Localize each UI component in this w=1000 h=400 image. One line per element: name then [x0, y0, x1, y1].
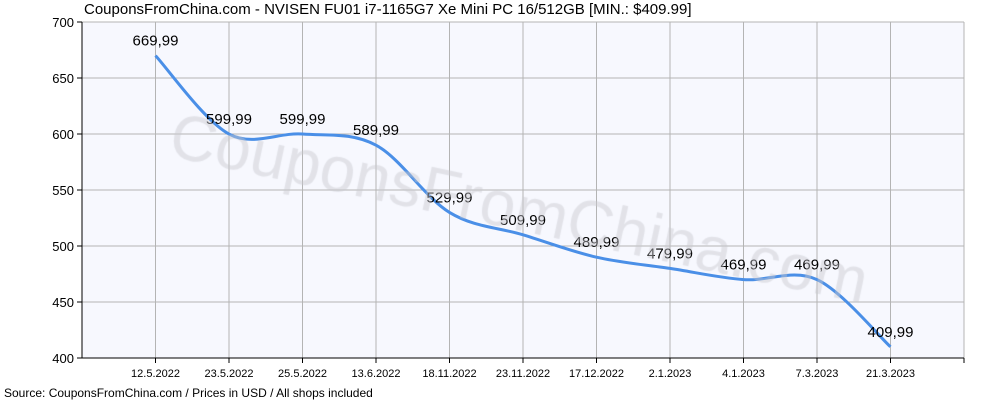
data-label: 479,99 [647, 245, 693, 262]
x-tick-label: 17.12.2022 [569, 368, 624, 380]
footer-source: Source: CouponsFromChina.com / Prices in… [4, 386, 373, 400]
y-tick-label: 650 [52, 71, 74, 86]
x-tick-label: 13.6.2022 [352, 368, 401, 380]
y-tick-label: 450 [52, 295, 74, 310]
y-tick-label: 400 [52, 351, 74, 366]
y-tick-label: 550 [52, 183, 74, 198]
data-label: 469,99 [721, 257, 767, 274]
data-label: 509,99 [500, 212, 546, 229]
x-tick-label: 2.1.2023 [649, 368, 692, 380]
data-label: 409,99 [868, 324, 914, 341]
x-tick-label: 7.3.2023 [796, 368, 839, 380]
data-label: 489,99 [574, 234, 620, 251]
x-tick-label: 12.5.2022 [131, 368, 180, 380]
data-label: 529,99 [427, 189, 473, 206]
x-tick-label: 25.5.2022 [278, 368, 327, 380]
y-tick-label: 600 [52, 127, 74, 142]
x-tick-label: 23.5.2022 [205, 368, 254, 380]
x-tick-label: 4.1.2023 [722, 368, 765, 380]
y-tick-label: 500 [52, 239, 74, 254]
data-label: 599,99 [206, 111, 252, 128]
x-tick-label: 23.11.2022 [496, 368, 550, 380]
x-tick-label: 18.11.2022 [422, 368, 476, 380]
x-tick-label: 21.3.2023 [866, 368, 915, 380]
data-label: 669,99 [133, 33, 179, 50]
chart-title: CouponsFromChina.com - NVISEN FU01 i7-11… [84, 1, 692, 18]
data-label: 589,99 [353, 122, 399, 139]
data-label: 469,99 [794, 257, 840, 274]
y-tick-label: 700 [52, 15, 74, 30]
data-label: 599,99 [280, 111, 326, 128]
